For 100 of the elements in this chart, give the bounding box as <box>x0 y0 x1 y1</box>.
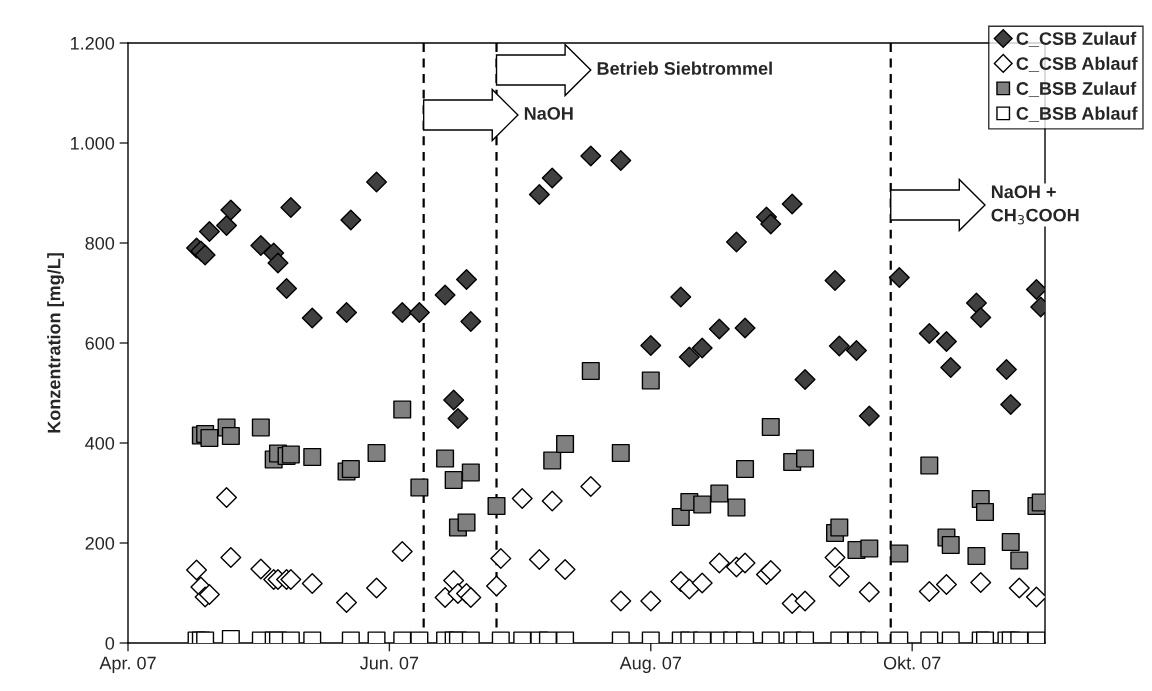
x-tick-label: Okt. 07 <box>883 656 941 670</box>
point <box>556 434 575 454</box>
point <box>824 269 846 292</box>
annotation: Betrieb Siebtrommel <box>597 61 772 75</box>
point <box>708 318 730 340</box>
point <box>301 572 323 595</box>
point <box>935 573 957 596</box>
point <box>970 306 992 329</box>
point <box>434 284 456 306</box>
point <box>456 268 478 291</box>
point <box>918 580 940 603</box>
point <box>581 361 600 381</box>
point <box>970 571 992 594</box>
point <box>1010 551 1029 570</box>
point <box>391 540 413 563</box>
point <box>610 149 632 172</box>
legend-label: C_BSB Zulauf <box>1016 81 1137 97</box>
y-tick-label: 1.000 <box>71 136 115 150</box>
point <box>794 368 816 391</box>
point <box>845 339 867 362</box>
point <box>460 310 482 333</box>
point <box>935 330 957 353</box>
point <box>301 307 323 329</box>
point <box>408 301 430 324</box>
point <box>858 581 880 603</box>
point <box>444 470 463 490</box>
annotation: NaOH <box>524 107 573 120</box>
point <box>200 428 219 448</box>
point <box>443 389 465 411</box>
point <box>610 590 632 612</box>
point <box>965 292 987 314</box>
x-tick-label: Aug. 07 <box>619 656 681 674</box>
point <box>940 356 962 379</box>
point <box>941 535 960 555</box>
point <box>580 145 602 167</box>
point <box>251 418 270 437</box>
point <box>336 591 358 614</box>
point <box>794 590 816 612</box>
point <box>670 286 692 308</box>
point <box>580 475 602 498</box>
point <box>860 539 879 558</box>
point <box>220 199 242 221</box>
legend-label: C_CSB Ablauf <box>1016 56 1138 72</box>
point <box>918 322 940 345</box>
y-tick-label: 0 <box>105 636 115 650</box>
point <box>736 459 755 479</box>
point <box>824 546 846 569</box>
point <box>671 507 690 527</box>
point <box>541 490 563 512</box>
point <box>760 213 782 235</box>
point <box>216 486 238 509</box>
point <box>691 337 713 359</box>
point <box>691 572 713 594</box>
point <box>276 277 298 300</box>
point <box>796 449 815 468</box>
point <box>678 578 700 600</box>
point <box>920 456 939 475</box>
point <box>281 445 300 464</box>
point <box>710 484 729 503</box>
point <box>340 209 362 231</box>
point <box>528 548 550 571</box>
point <box>761 417 780 437</box>
point <box>220 546 242 569</box>
point <box>708 552 730 574</box>
point <box>890 544 909 563</box>
point <box>1025 586 1045 608</box>
legend-label: C_CSB Zulauf <box>1016 31 1137 48</box>
point <box>828 565 850 588</box>
y-tick-label: 400 <box>85 436 115 450</box>
point <box>511 487 533 510</box>
y-tick-label: 600 <box>85 336 115 350</box>
point <box>640 334 662 357</box>
point <box>391 301 413 324</box>
point <box>487 496 506 516</box>
point <box>828 335 850 357</box>
point <box>858 405 880 427</box>
point <box>528 183 550 206</box>
point <box>198 220 220 243</box>
point <box>221 426 240 446</box>
point <box>410 478 429 497</box>
point <box>975 502 995 522</box>
point <box>727 498 746 517</box>
point <box>250 558 272 580</box>
point <box>216 214 238 237</box>
point <box>641 371 660 390</box>
point <box>888 266 910 289</box>
point <box>1025 278 1045 301</box>
point <box>457 513 476 532</box>
point <box>186 559 208 581</box>
point <box>1008 577 1030 599</box>
point <box>436 449 455 468</box>
x-tick-label: Jun. 07 <box>360 656 419 670</box>
point <box>461 463 480 482</box>
y-axis-title: Konzentration [mg/L] <box>47 253 65 433</box>
point <box>267 252 289 274</box>
point <box>640 590 662 612</box>
point <box>725 231 747 253</box>
point <box>341 459 360 479</box>
point <box>995 358 1017 381</box>
point <box>280 196 302 219</box>
